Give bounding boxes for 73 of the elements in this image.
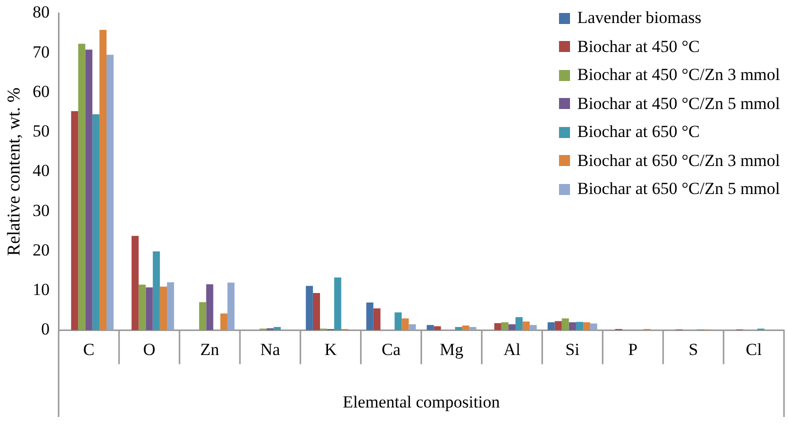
x-tick-label: K: [324, 340, 338, 359]
bar: [160, 286, 167, 330]
bar: [434, 326, 441, 330]
bar: [373, 308, 380, 330]
x-tick-label: C: [83, 340, 94, 359]
bar: [394, 312, 402, 330]
bar: [166, 282, 174, 330]
bar: [78, 44, 86, 330]
bar: [138, 284, 146, 330]
bar: [408, 324, 416, 330]
legend-label: Biochar at 450 °C/Zn 5 mmol: [577, 94, 780, 114]
bar: [312, 292, 320, 330]
bar: [562, 318, 569, 330]
bar: [227, 282, 235, 330]
x-axis-title: Elemental composition: [342, 392, 500, 412]
bar: [426, 325, 434, 330]
bar: [132, 236, 139, 330]
legend-label: Biochar at 450 °C: [577, 36, 700, 57]
y-tick-label: 40: [32, 161, 50, 180]
y-tick-label: 30: [32, 200, 50, 220]
bar: [568, 322, 576, 330]
bar: [548, 322, 555, 330]
bar: [99, 30, 107, 330]
x-tick-label: Cl: [746, 340, 762, 359]
bar: [106, 54, 114, 330]
bar: [199, 302, 206, 330]
y-tick-label: 20: [32, 240, 50, 260]
y-tick-label: 50: [32, 122, 50, 141]
y-tick-label: 10: [32, 280, 50, 300]
bar: [494, 323, 502, 330]
bar: [462, 325, 470, 330]
bar: [71, 111, 78, 330]
bar: [508, 324, 516, 330]
y-tick-label: 70: [32, 42, 50, 62]
x-tick-label: Zn: [200, 340, 220, 359]
x-tick-label: Na: [260, 340, 281, 359]
legend-label: Biochar at 650 °C/Zn 3 mmol: [577, 150, 780, 171]
bar: [576, 322, 584, 330]
bar: [92, 114, 100, 330]
y-axis-title: Relative content, wt. %: [4, 87, 24, 256]
legend-label: Lavender biomass: [577, 8, 702, 28]
bar: [522, 321, 530, 330]
legend-label: Biochar at 650 °C: [577, 122, 700, 142]
bar: [516, 317, 523, 330]
x-tick-label: O: [143, 340, 156, 359]
bar: [274, 327, 281, 330]
x-tick-label: P: [628, 340, 638, 359]
bar: [583, 322, 590, 330]
bar: [152, 251, 160, 330]
y-tick-label: 0: [41, 320, 50, 339]
bar: [334, 278, 342, 330]
y-tick-label: 80: [32, 2, 50, 22]
y-tick-label: 60: [32, 82, 50, 101]
x-tick-label: Al: [503, 340, 521, 359]
bar: [455, 327, 462, 330]
bar: [402, 318, 409, 330]
legend-label: Biochar at 650 °C/Zn 5 mmol: [577, 179, 780, 200]
bar: [146, 287, 153, 330]
bar: [501, 322, 508, 330]
x-tick-label: Si: [565, 340, 580, 359]
x-tick-label: Ca: [382, 340, 401, 359]
bar: [554, 321, 562, 330]
bar: [530, 325, 537, 330]
bar: [220, 314, 228, 330]
bar: [366, 302, 374, 330]
bar: [306, 286, 313, 330]
bar: [469, 327, 476, 330]
x-tick-label: S: [688, 340, 698, 359]
legend-label: Biochar at 450 °C/Zn 3 mmol: [577, 65, 780, 86]
bar: [590, 323, 598, 330]
x-tick-label: Mg: [440, 340, 464, 359]
bar: [206, 284, 214, 330]
bar: [85, 50, 92, 330]
